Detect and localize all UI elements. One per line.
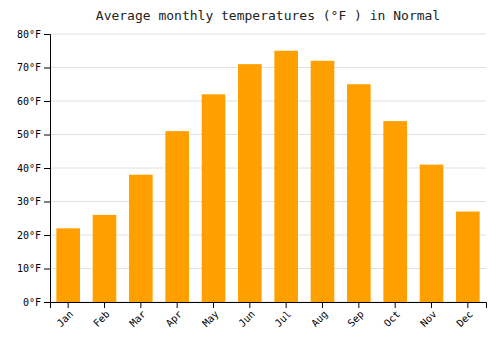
y-tick: 40°F (17, 163, 50, 174)
title: Average monthly temperatures (°F ) in No… (96, 8, 440, 23)
bar (311, 61, 335, 302)
tick-mark (44, 101, 50, 102)
tick-mark (358, 302, 359, 308)
tick-mark (177, 302, 178, 308)
tick-mark (249, 302, 250, 308)
y-tick: 50°F (17, 129, 50, 140)
x-tick: Aug (309, 302, 330, 329)
tick-label: Apr (164, 308, 185, 329)
bars (56, 51, 479, 302)
tick-mark (44, 302, 50, 303)
tick-mark (467, 302, 468, 308)
tick-mark (213, 302, 214, 308)
tick-label: 40°F (17, 163, 41, 174)
x-tick: Dec (454, 302, 475, 329)
bar (347, 84, 371, 302)
tick-mark (44, 68, 50, 69)
tick-label: 60°F (17, 96, 41, 107)
y-tick: 0°F (23, 297, 50, 308)
bar (165, 131, 189, 302)
tick-label: Mar (127, 308, 148, 329)
tick-mark (44, 235, 50, 236)
bar (238, 64, 262, 302)
tick-mark (44, 135, 50, 136)
bar (202, 94, 226, 302)
tick-label: 50°F (17, 129, 41, 140)
bar (129, 175, 153, 302)
tick-mark (44, 269, 50, 270)
axis-line (44, 35, 51, 303)
y-axis: 0°F 10°F 20°F 30°F 40°F 50°F 60°F 70°F 80°F (17, 29, 51, 308)
tick-mark (395, 302, 396, 308)
tick-label: 30°F (17, 196, 41, 207)
tick-label: Jan (55, 308, 76, 329)
y-tick: 30°F (17, 196, 50, 207)
axis-line (51, 303, 487, 309)
x-tick: Mar (127, 302, 148, 329)
tick-label: 80°F (17, 29, 41, 40)
y-tick: 70°F (17, 62, 50, 73)
tick-mark (322, 302, 323, 308)
tick-label: Jul (273, 308, 294, 329)
bar (274, 51, 298, 302)
x-tick: May (200, 302, 221, 329)
tick-label: Aug (309, 308, 330, 329)
bar (420, 165, 444, 302)
x-tick: Jul (273, 302, 294, 329)
tick-mark (68, 302, 69, 308)
tick-mark (140, 302, 141, 308)
y-tick: 20°F (17, 230, 50, 241)
grid-line (50, 34, 486, 35)
tick-label: Nov (418, 308, 439, 329)
plot-area: 0°F 10°F 20°F 30°F 40°F 50°F 60°F 70°F 80°F Jan Fe… (17, 29, 487, 329)
tick-label: Feb (91, 308, 112, 329)
bar (456, 212, 480, 302)
grid-line (50, 67, 486, 68)
bar (93, 215, 117, 302)
tick-mark (286, 302, 287, 308)
tick-mark (44, 34, 50, 35)
y-tick: 60°F (17, 96, 50, 107)
grid-line (50, 101, 486, 102)
tick-mark (44, 202, 50, 203)
tick-label: 10°F (17, 263, 41, 274)
chart: 0°F 10°F 20°F 30°F 40°F 50°F 60°F 70°F 80°F Jan Fe… (0, 0, 500, 350)
tick-label: May (200, 308, 221, 329)
x-tick: Nov (418, 302, 439, 329)
tick-mark (44, 168, 50, 169)
tick-label: 70°F (17, 62, 41, 73)
grid-line (50, 134, 486, 135)
x-tick: Feb (91, 302, 112, 329)
x-axis: Jan Feb Mar Apr May Jun Jul Aug Sep Oct Nov Dec (51, 302, 487, 329)
x-tick: Apr (164, 302, 185, 329)
bar (383, 121, 407, 302)
tick-mark (104, 302, 105, 308)
tick-label: Oct (382, 308, 403, 329)
x-tick: Jan (55, 302, 76, 329)
x-tick: Jun (236, 302, 257, 329)
x-tick: Sep (345, 302, 366, 329)
y-tick: 80°F (17, 29, 50, 40)
x-tick: Oct (382, 302, 403, 329)
tick-label: Jun (236, 308, 257, 329)
tick-label: Dec (454, 308, 475, 329)
tick-mark (431, 302, 432, 308)
y-tick: 10°F (17, 263, 50, 274)
grid (50, 34, 486, 302)
tick-label: Sep (345, 308, 366, 329)
tick-label: 20°F (17, 230, 41, 241)
tick-label: 0°F (23, 297, 41, 308)
bar (56, 228, 80, 302)
